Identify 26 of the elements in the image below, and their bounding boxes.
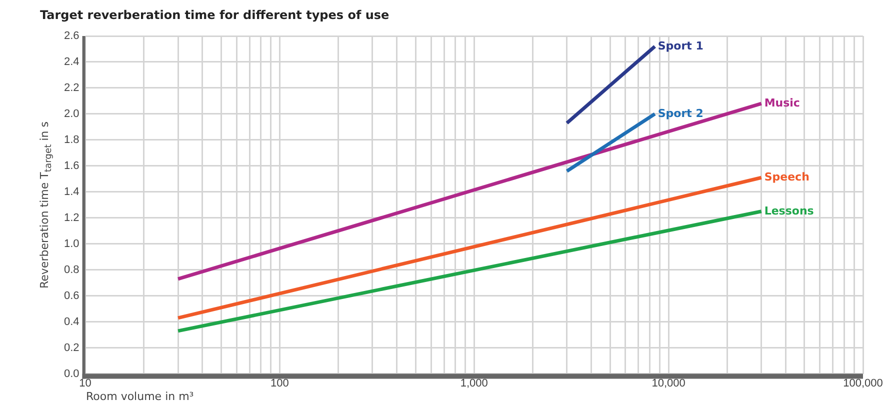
x-tick-label: 10 [79,377,92,390]
y-tick-label: 1.2 [64,212,80,224]
y-tick-label: 0.6 [64,290,80,302]
series-label: Speech [764,170,810,184]
y-tick-label: 0.8 [64,264,80,276]
y-tick-label: 2.4 [64,56,80,68]
x-axis-title: Room volume in m³ [86,390,194,403]
series-label: Music [764,96,800,110]
series-label: Lessons [764,204,814,218]
y-tick-label: 0.2 [64,342,80,354]
y-tick-label: 0.4 [64,316,80,328]
x-tick-label: 10,000 [652,377,686,390]
y-tick-label: 0.0 [64,368,80,380]
y-tick-label: 1.8 [64,134,80,146]
y-tick-label: 1.4 [64,186,80,198]
y-tick-label: 2.6 [64,30,80,42]
y-tick-label: 1.6 [64,160,80,172]
chart-title: Target reverberation time for different types of use [40,8,390,22]
series-label: Sport 1 [658,39,704,52]
series-label: Sport 2 [658,106,704,120]
y-tick-label: 1.0 [64,238,80,250]
x-tick-label: 100,000 [843,377,883,390]
y-tick-label: 2.0 [64,108,80,120]
x-tick-label: 1,000 [460,377,488,390]
x-tick-label: 100 [270,377,289,390]
y-tick-label: 2.2 [64,82,80,94]
